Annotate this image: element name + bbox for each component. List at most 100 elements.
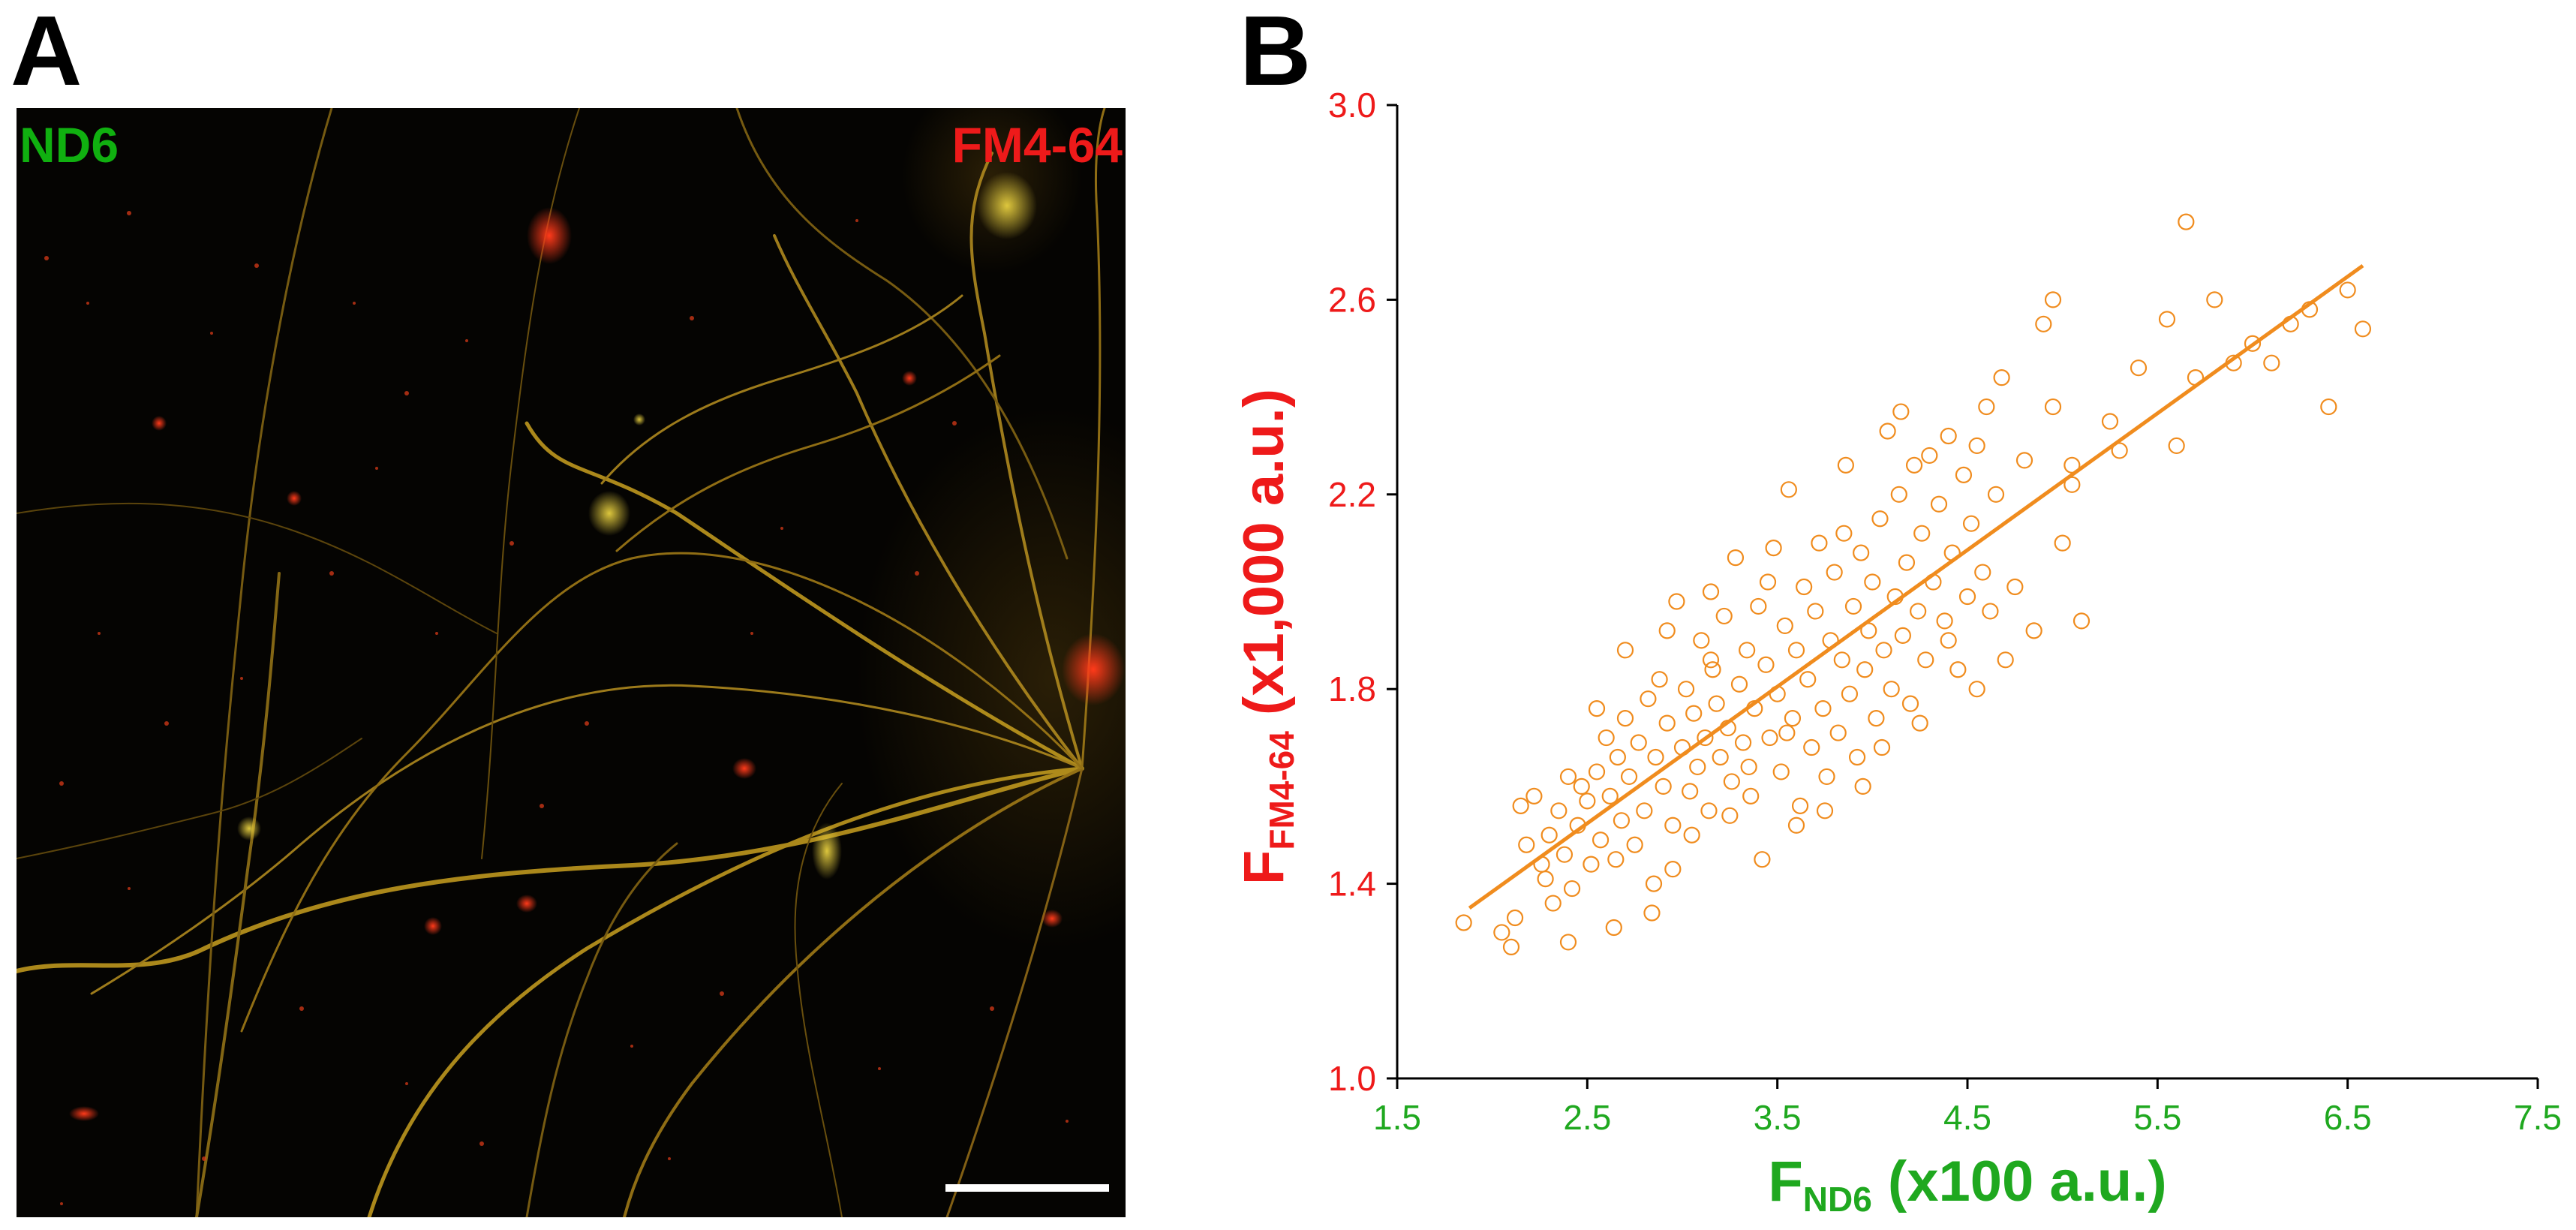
x-tick-label: 6.5 xyxy=(2324,1098,2372,1137)
data-point xyxy=(2025,622,2042,639)
data-points xyxy=(1455,213,2372,956)
data-point xyxy=(1826,564,1843,581)
data-point xyxy=(1563,880,1581,898)
data-point xyxy=(1772,763,1790,780)
data-point xyxy=(1739,642,1756,659)
x-label-main: F xyxy=(1768,1150,1802,1213)
y-label-main: F xyxy=(1232,850,1296,885)
data-point xyxy=(1787,816,1805,834)
x-tick-label: 4.5 xyxy=(1943,1098,1991,1137)
y-tick-label: 3.0 xyxy=(1328,86,1376,125)
data-point xyxy=(1598,729,1615,747)
data-point xyxy=(1854,777,1871,795)
data-point xyxy=(1829,724,1847,741)
data-point xyxy=(1664,816,1682,834)
data-point xyxy=(1837,456,1854,474)
data-point xyxy=(1723,773,1740,790)
data-point xyxy=(1537,871,1554,888)
data-point xyxy=(2064,476,2081,493)
fm4-64-channel-label: FM4-64 xyxy=(951,117,1123,173)
data-point xyxy=(1814,700,1832,717)
data-point xyxy=(1816,802,1834,819)
data-point xyxy=(1818,768,1835,786)
data-point xyxy=(1864,573,1881,591)
data-point xyxy=(1936,612,1953,630)
data-point xyxy=(1721,807,1739,824)
data-point xyxy=(1894,627,1911,644)
data-point xyxy=(1873,738,1891,756)
scale-bar xyxy=(945,1184,1109,1192)
data-point xyxy=(1544,895,1562,912)
data-point xyxy=(1905,456,1923,474)
data-point xyxy=(1682,783,1699,800)
plot-axes xyxy=(1396,105,2538,1080)
data-point xyxy=(1803,738,1820,756)
data-point xyxy=(1754,851,1771,868)
y-tick-label: 1.4 xyxy=(1328,865,1376,904)
data-point xyxy=(1636,802,1653,819)
data-point xyxy=(1879,423,1896,440)
data-point xyxy=(1512,797,1529,814)
data-point xyxy=(1525,787,1543,804)
data-point xyxy=(2101,413,2119,430)
data-point xyxy=(1955,466,1973,483)
data-point xyxy=(1588,763,1606,780)
data-point xyxy=(1685,705,1703,722)
data-point xyxy=(2015,452,2033,469)
data-point xyxy=(1609,748,1626,766)
data-point xyxy=(1848,748,1866,766)
data-point xyxy=(1917,651,1934,669)
data-point xyxy=(1702,651,1720,669)
x-axis-ticks: 1.5 2.5 3.5 4.5 5.5 6.5 7.5 xyxy=(1373,1078,2562,1137)
data-point xyxy=(1844,597,1862,615)
data-point xyxy=(1655,777,1672,795)
regression-line xyxy=(1468,263,2364,910)
data-point xyxy=(1883,681,1900,698)
data-point xyxy=(1833,651,1850,669)
data-point xyxy=(1930,495,1948,513)
data-point xyxy=(1647,748,1664,766)
data-point xyxy=(1677,681,1695,698)
x-tick-label: 5.5 xyxy=(2133,1098,2181,1137)
data-point xyxy=(1651,671,1668,688)
data-point xyxy=(1502,938,1520,956)
data-point xyxy=(2044,398,2062,416)
y-label-subscript: FM4-64 xyxy=(1262,731,1301,850)
data-point xyxy=(1853,544,1870,561)
data-point xyxy=(1968,437,1985,455)
data-point xyxy=(1949,661,1967,678)
data-point xyxy=(1613,812,1631,829)
data-point xyxy=(2073,612,2091,630)
data-point xyxy=(1620,768,1638,786)
micrograph-image xyxy=(17,108,1126,1217)
y-tick-label: 1.8 xyxy=(1328,669,1376,708)
data-point xyxy=(1811,534,1828,552)
data-point xyxy=(1807,603,1824,620)
data-point xyxy=(1993,369,2010,386)
data-point xyxy=(1875,642,1892,659)
data-point xyxy=(1987,486,2005,503)
data-point xyxy=(1757,656,1775,673)
data-point xyxy=(1626,836,1643,853)
y-label-units: (x1,000 a.u.) xyxy=(1232,389,1296,731)
data-point xyxy=(1841,685,1859,702)
data-point xyxy=(1550,802,1568,819)
x-tick-label: 2.5 xyxy=(1563,1098,1611,1137)
data-point xyxy=(2244,335,2262,352)
data-point xyxy=(1712,748,1729,766)
scatter-plot: 1.5 2.5 3.5 4.5 5.5 6.5 7.5 1.0 1.4 1.8 2.2 2.6 3.0… xyxy=(1232,86,2562,1219)
data-point xyxy=(2263,354,2280,371)
data-point xyxy=(1540,826,1558,844)
data-point xyxy=(1799,671,1817,688)
data-point xyxy=(1556,846,1574,863)
data-point xyxy=(1689,758,1706,776)
data-point xyxy=(1958,588,1976,606)
x-tick-label: 7.5 xyxy=(2514,1098,2562,1137)
data-point xyxy=(1640,690,1657,708)
data-point xyxy=(1573,777,1590,795)
data-point xyxy=(1978,398,1995,416)
data-point xyxy=(1630,734,1647,751)
data-point xyxy=(1892,403,1910,420)
data-point xyxy=(1997,651,2014,669)
data-point xyxy=(1700,802,1718,819)
